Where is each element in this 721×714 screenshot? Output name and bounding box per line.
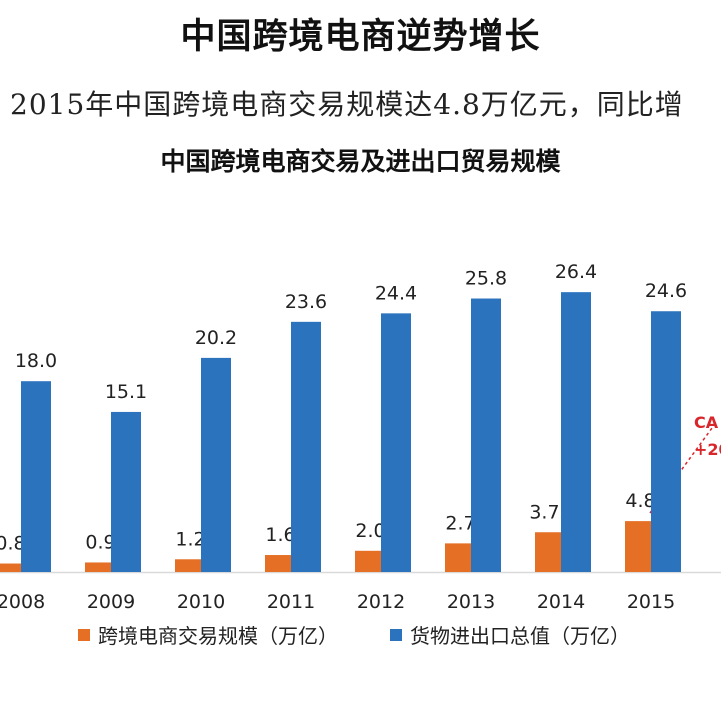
bar-crossborder bbox=[625, 521, 656, 572]
bar-crossborder bbox=[355, 550, 386, 572]
bar-crossborder bbox=[85, 562, 116, 572]
data-label-crossborder: 1.2 bbox=[175, 528, 205, 550]
bar-trade bbox=[201, 357, 231, 572]
bar-trade bbox=[381, 313, 411, 572]
bar-trade bbox=[21, 381, 51, 572]
data-label-trade: 23.6 bbox=[285, 291, 327, 313]
x-tick-label: 2015 bbox=[627, 591, 675, 613]
legend-swatch-trade bbox=[390, 628, 402, 641]
data-label-trade: 24.6 bbox=[645, 280, 687, 302]
data-label-crossborder: 0.8 bbox=[0, 533, 26, 555]
data-label-trade: 20.2 bbox=[195, 327, 237, 349]
bar-crossborder bbox=[0, 563, 26, 572]
x-tick-label: 2008 bbox=[0, 591, 45, 613]
data-label-trade: 15.1 bbox=[105, 381, 147, 403]
legend-label-trade: 货物进出口总值（万亿） bbox=[410, 624, 630, 648]
x-tick-label: 2011 bbox=[267, 591, 315, 613]
data-label-crossborder: 1.6 bbox=[265, 524, 295, 546]
x-tick-label: 2009 bbox=[87, 591, 135, 613]
legend-item-trade: 货物进出口总值（万亿） bbox=[390, 620, 630, 649]
data-label-trade: 26.4 bbox=[555, 261, 597, 283]
chart-legend: 跨境电商交易规模（万亿） 货物进出口总值（万亿） bbox=[78, 620, 682, 649]
chart-title: 中国跨境电商交易及进出口贸易规模 bbox=[160, 147, 561, 176]
x-tick-label: 2013 bbox=[447, 591, 495, 613]
x-tick-label: 2014 bbox=[537, 591, 585, 613]
data-label-trade: 18.0 bbox=[15, 350, 57, 372]
data-label-trade: 25.8 bbox=[465, 268, 507, 290]
bar-crossborder bbox=[175, 559, 206, 572]
cagr-annotation-line1: CA bbox=[694, 413, 719, 432]
bar-trade bbox=[291, 321, 321, 572]
data-label-crossborder: 0.9 bbox=[85, 531, 115, 553]
cagr-annotation-line2: +20 bbox=[694, 440, 721, 459]
x-tick-label: 2012 bbox=[357, 591, 405, 613]
page-subtitle: 2015年中国跨境电商交易规模达4.8万亿元，同比增 bbox=[10, 88, 684, 121]
data-label-crossborder: 2.0 bbox=[355, 520, 385, 542]
bar-crossborder bbox=[445, 543, 476, 572]
bar-crossborder bbox=[265, 555, 296, 572]
bar-trade bbox=[471, 298, 501, 572]
data-label-trade: 24.4 bbox=[375, 282, 417, 304]
data-label-crossborder: 2.7 bbox=[445, 512, 475, 534]
bar-trade bbox=[111, 411, 141, 572]
bar-trade bbox=[651, 311, 681, 572]
page-title: 中国跨境电商逆势增长 bbox=[180, 17, 541, 57]
bar-trade bbox=[561, 292, 591, 572]
bar-crossborder bbox=[535, 532, 566, 572]
legend-swatch-crossborder bbox=[78, 628, 90, 641]
legend-item-crossborder: 跨境电商交易规模（万亿） bbox=[78, 620, 338, 649]
data-label-crossborder: 4.8 bbox=[625, 490, 655, 512]
legend-label-crossborder: 跨境电商交易规模（万亿） bbox=[98, 624, 338, 648]
x-tick-label: 2010 bbox=[177, 591, 225, 613]
